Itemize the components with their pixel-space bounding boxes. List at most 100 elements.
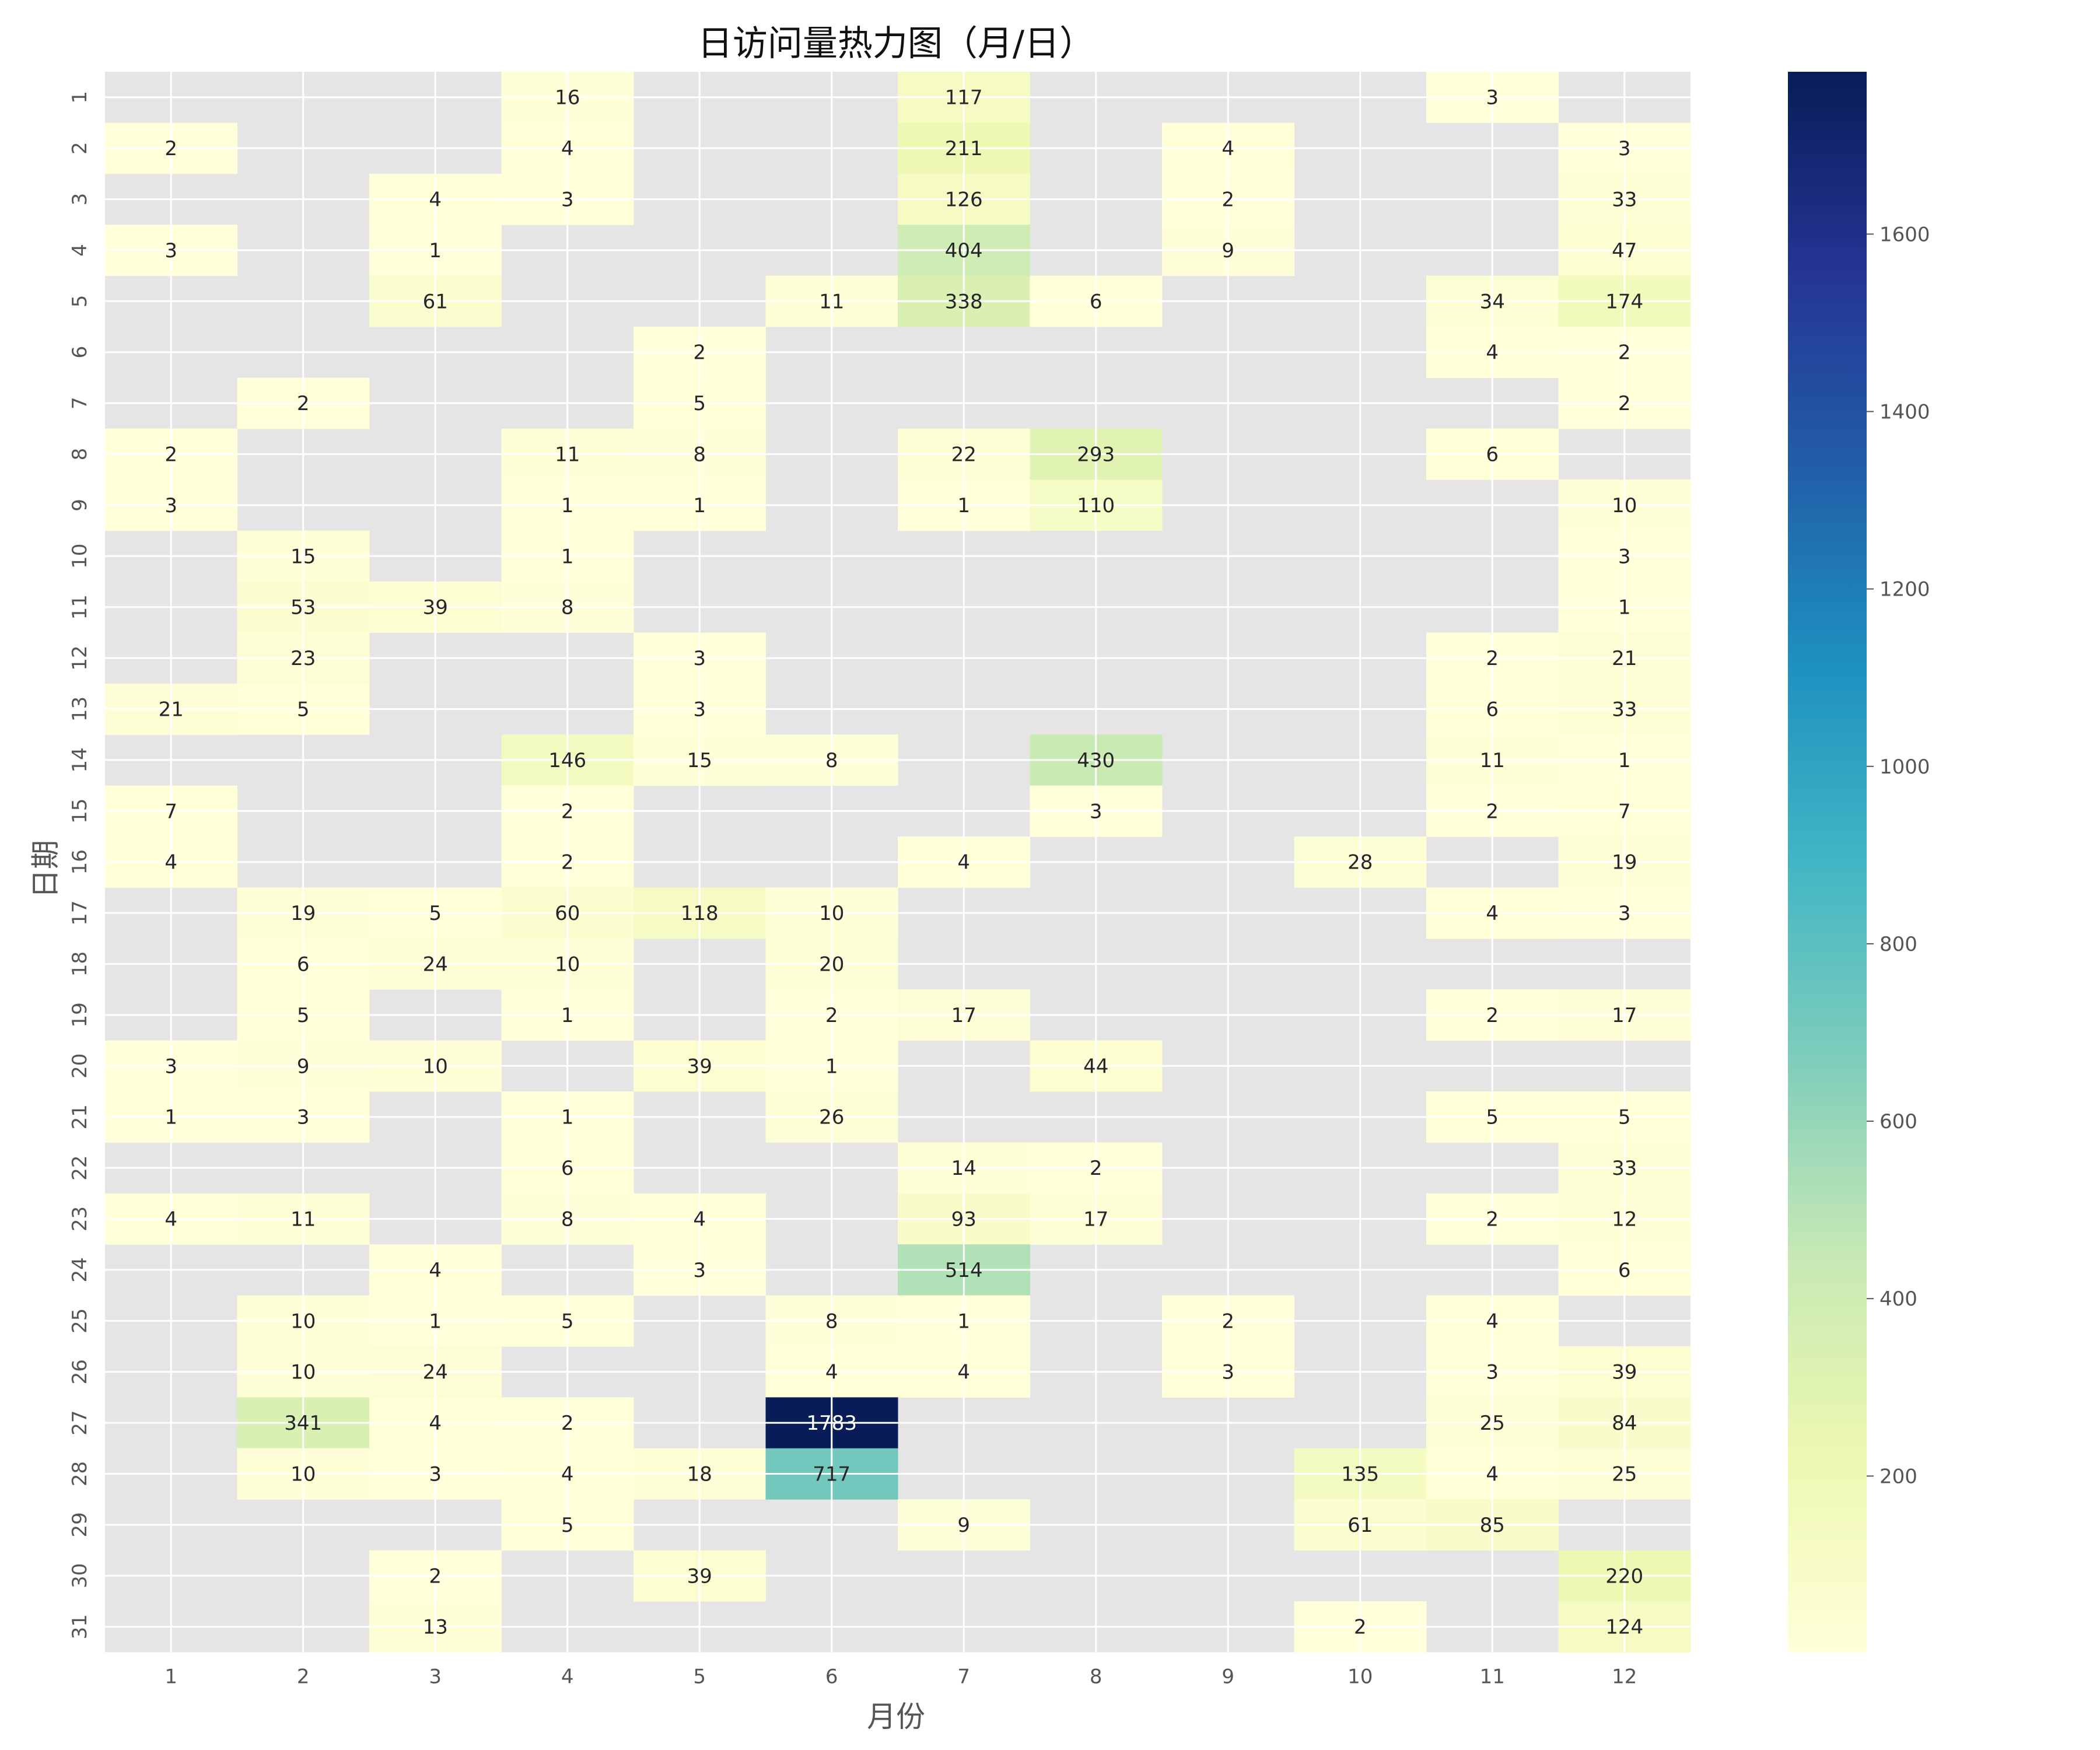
cell-value-label: 1 — [957, 494, 970, 517]
y-tick-label: 23 — [68, 1206, 92, 1231]
cell-value-label: 2 — [561, 851, 574, 874]
cell-value-label: 93 — [951, 1208, 977, 1231]
cell-value-label: 34 — [1480, 290, 1505, 313]
cell-value-label: 2 — [1486, 800, 1499, 823]
y-tick-label: 30 — [68, 1563, 92, 1588]
cell-value-label: 26 — [819, 1106, 844, 1129]
colorbar-tick-label: 1000 — [1880, 755, 1930, 779]
cell-value-label: 15 — [687, 749, 712, 772]
cell-value-label: 1 — [429, 239, 442, 262]
cell-value-label: 21 — [1612, 647, 1637, 670]
cell-value-label: 2 — [429, 1564, 442, 1588]
cell-value-label: 39 — [423, 596, 448, 620]
cell-value-label: 10 — [290, 1463, 316, 1486]
colorbar-ticks: 200 400 600 800 1000 1200 1400 1600 — [1867, 223, 1930, 1488]
cell-value-label: 6 — [1618, 1259, 1631, 1282]
y-tick-label: 2 — [68, 142, 92, 155]
cell-value-label: 44 — [1083, 1055, 1108, 1078]
cell-value-label: 2 — [164, 137, 177, 160]
cell-value-label: 211 — [945, 137, 983, 160]
cell-value-label: 1 — [825, 1055, 838, 1078]
cell-value-label: 19 — [1612, 851, 1637, 874]
colorbar-tick-label: 1400 — [1880, 400, 1930, 424]
cell-value-label: 5 — [693, 392, 706, 415]
cell-value-label: 11 — [819, 290, 844, 313]
y-tick-label: 25 — [68, 1308, 92, 1334]
x-tick-label: 1 — [164, 1665, 177, 1688]
cell-value-label: 220 — [1605, 1564, 1643, 1588]
cell-value-label: 6 — [1486, 698, 1499, 722]
cell-value-label: 338 — [945, 290, 983, 313]
cell-value-label: 3 — [297, 1106, 310, 1129]
cell-value-label: 10 — [423, 1055, 448, 1078]
cell-value-label: 17 — [951, 1004, 977, 1027]
x-tick-label: 2 — [297, 1665, 310, 1688]
y-tick-label: 8 — [68, 448, 92, 461]
colorbar-tick-label: 400 — [1880, 1287, 1917, 1311]
cell-value-label: 5 — [561, 1310, 574, 1333]
cell-value-label: 3 — [1486, 1361, 1499, 1384]
cell-value-label: 2 — [1486, 1004, 1499, 1027]
cell-value-label: 3 — [1222, 1361, 1234, 1384]
cell-value-label: 22 — [951, 443, 977, 467]
cell-value-label: 2 — [561, 800, 574, 823]
x-axis-ticks: 1 2 3 4 5 6 7 8 9 10 11 12 — [164, 1665, 1637, 1688]
cell-value-label: 10 — [819, 902, 844, 925]
cell-value-label: 10 — [1612, 494, 1637, 517]
cell-value-label: 9 — [957, 1514, 970, 1537]
y-tick-label: 1 — [68, 91, 92, 104]
cell-value-label: 1 — [164, 1106, 177, 1129]
y-tick-label: 7 — [68, 397, 92, 410]
cell-value-label: 9 — [297, 1055, 310, 1078]
cell-value-label: 341 — [284, 1412, 322, 1435]
y-tick-label: 3 — [68, 193, 92, 206]
cell-value-label: 4 — [1486, 341, 1499, 365]
cell-value-label: 126 — [945, 188, 983, 212]
cell-value-label: 2 — [1618, 392, 1631, 415]
cell-value-label: 717 — [813, 1463, 850, 1486]
cell-value-label: 24 — [423, 1361, 448, 1384]
cell-value-label: 17 — [1083, 1208, 1108, 1231]
x-tick-label: 11 — [1480, 1665, 1505, 1688]
cell-value-label: 3 — [429, 1463, 442, 1486]
cell-value-label: 10 — [290, 1361, 316, 1384]
y-tick-label: 24 — [68, 1257, 92, 1282]
cell-value-label: 8 — [561, 596, 574, 620]
heatmap-grid — [105, 72, 1690, 1653]
cell-value-label: 5 — [297, 698, 310, 722]
cell-value-label: 3 — [1090, 800, 1102, 823]
colorbar-tick-label: 600 — [1880, 1110, 1917, 1133]
cell-value-label: 174 — [1605, 290, 1643, 313]
cell-value-label: 293 — [1077, 443, 1115, 467]
cell-value-label: 3 — [1618, 545, 1631, 568]
x-tick-label: 4 — [561, 1665, 574, 1688]
cell-value-label: 146 — [548, 749, 586, 772]
y-axis-label: 日期 — [29, 840, 62, 898]
cell-value-label: 124 — [1605, 1616, 1643, 1639]
cell-value-label: 10 — [290, 1310, 316, 1333]
cell-value-label: 1 — [1618, 596, 1631, 620]
cell-value-label: 7 — [1618, 800, 1631, 823]
cell-value-label: 2 — [1354, 1616, 1367, 1639]
cell-value-label: 4 — [429, 1259, 442, 1282]
cell-value-label: 11 — [290, 1208, 316, 1231]
colorbar — [1788, 72, 1867, 1653]
cell-value-label: 9 — [1222, 239, 1234, 262]
cell-value-label: 8 — [825, 1310, 838, 1333]
y-tick-label: 27 — [68, 1410, 92, 1435]
cell-value-label: 4 — [164, 1208, 177, 1231]
cell-value-label: 10 — [555, 953, 580, 977]
cell-value-label: 8 — [825, 749, 838, 772]
cell-value-label: 61 — [423, 290, 448, 313]
cell-value-label: 28 — [1348, 851, 1373, 874]
y-tick-label: 29 — [68, 1512, 92, 1537]
cell-value-label: 39 — [687, 1564, 712, 1588]
y-tick-label: 16 — [68, 849, 92, 874]
y-tick-label: 4 — [68, 244, 92, 257]
cell-value-label: 4 — [957, 1361, 970, 1384]
cell-value-label: 12 — [1612, 1208, 1637, 1231]
cell-value-label: 2 — [693, 341, 706, 365]
x-tick-label: 7 — [957, 1665, 970, 1688]
